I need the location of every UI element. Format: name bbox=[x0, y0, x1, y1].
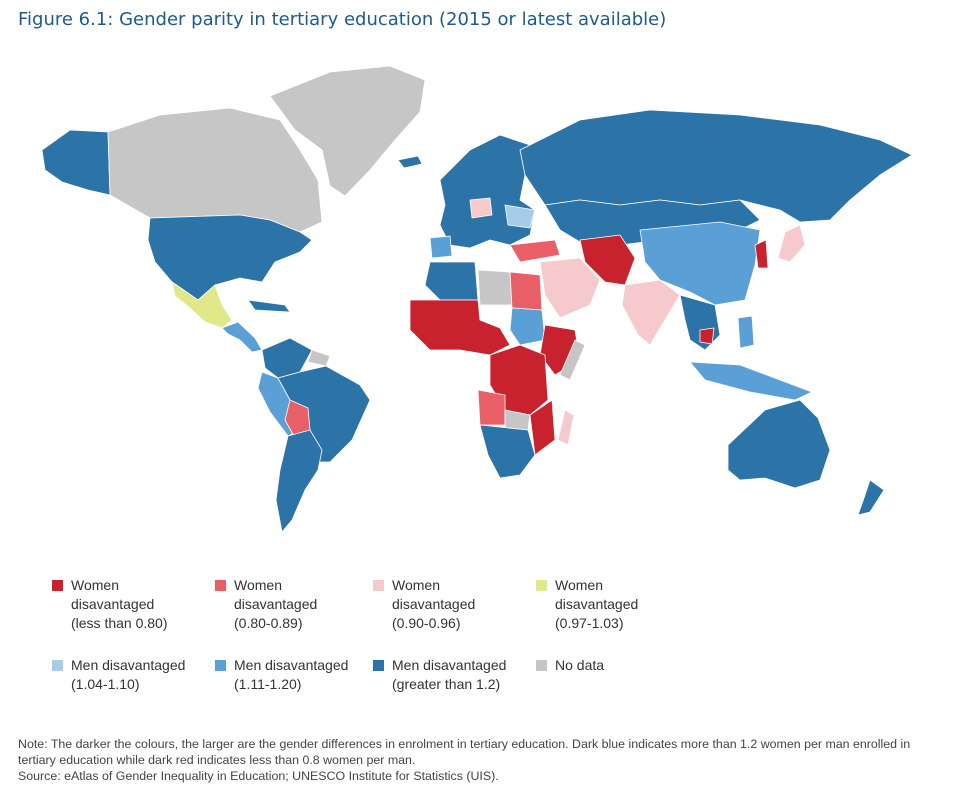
region-mozambique bbox=[529, 399, 556, 456]
legend-swatch bbox=[373, 660, 384, 671]
legend-label: Men disavantaged (1.11-1.20) bbox=[234, 657, 349, 692]
legend-item-women-lt-080: Women disavantaged (less than 0.80) bbox=[52, 576, 168, 633]
region-greenland bbox=[269, 65, 426, 197]
legend-item-women-097-103: Women disavantaged (0.97-1.03) bbox=[536, 576, 638, 633]
region-guianas bbox=[307, 349, 331, 367]
figure-title: Figure 6.1: Gender parity in tertiary ed… bbox=[18, 9, 667, 30]
legend-label: Women disavantaged (0.97-1.03) bbox=[555, 577, 639, 631]
region-alaska bbox=[41, 129, 111, 196]
legend-item-men-104-110: Men disavantaged (1.04-1.10) bbox=[52, 656, 185, 694]
region-philippines bbox=[737, 315, 755, 349]
region-europe-central bbox=[469, 197, 493, 219]
region-europe-east bbox=[504, 204, 536, 229]
legend-swatch bbox=[536, 580, 547, 591]
region-caribbean bbox=[247, 299, 291, 313]
legend-item-women-080-089: Women disavantaged (0.80-0.89) bbox=[215, 576, 317, 633]
region-iberia bbox=[429, 235, 453, 259]
note-text: Note: The darker the colours, the larger… bbox=[18, 737, 911, 767]
legend-swatch bbox=[52, 580, 63, 591]
region-egypt bbox=[509, 271, 543, 311]
region-china bbox=[639, 221, 761, 306]
region-maghreb bbox=[424, 261, 479, 301]
region-japan bbox=[777, 224, 806, 263]
region-somalia bbox=[559, 339, 586, 381]
legend-label: Women disavantaged (less than 0.80) bbox=[71, 577, 168, 631]
region-libya bbox=[477, 269, 513, 306]
region-indonesia bbox=[689, 361, 813, 401]
legend-label: Men disavantaged (1.04-1.10) bbox=[71, 657, 186, 692]
source-text: Source: eAtlas of Gender Inequality in E… bbox=[18, 769, 499, 783]
legend-label: Men disavantaged (greater than 1.2) bbox=[392, 657, 507, 692]
legend-label: Women disavantaged (0.80-0.89) bbox=[234, 577, 318, 631]
region-central-america bbox=[221, 321, 263, 353]
legend-swatch bbox=[536, 660, 547, 671]
region-mexico bbox=[171, 281, 233, 329]
region-canada bbox=[107, 107, 323, 233]
region-madagascar bbox=[557, 409, 575, 446]
legend-item-women-090-096: Women disavantaged (0.90-0.96) bbox=[373, 576, 475, 633]
region-cambodia bbox=[699, 327, 715, 345]
region-middle-east bbox=[539, 257, 601, 319]
region-sudan bbox=[509, 307, 546, 346]
region-australia bbox=[727, 399, 831, 489]
region-west-africa bbox=[409, 299, 511, 356]
legend-swatch bbox=[215, 580, 226, 591]
region-angola bbox=[477, 389, 506, 426]
region-southern-africa bbox=[479, 424, 536, 479]
legend-label: No data bbox=[555, 657, 605, 673]
region-india bbox=[621, 279, 681, 346]
legend-item-men-gt-12: Men disavantaged (greater than 1.2) bbox=[373, 656, 506, 694]
legend-swatch bbox=[215, 660, 226, 671]
region-korea bbox=[754, 239, 769, 269]
region-iceland bbox=[397, 155, 423, 169]
legend-label: Women disavantaged (0.90-0.96) bbox=[392, 577, 476, 631]
region-southern-cone bbox=[275, 429, 323, 533]
world-map bbox=[41, 65, 913, 533]
legend-swatch bbox=[52, 660, 63, 671]
region-turkey bbox=[509, 239, 561, 263]
legend-item-men-111-120: Men disavantaged (1.11-1.20) bbox=[215, 656, 348, 694]
legend-swatch bbox=[373, 580, 384, 591]
map-legend: Women disavantaged (less than 0.80) Wome… bbox=[0, 574, 953, 704]
figure-note: Note: The darker the colours, the larger… bbox=[18, 736, 933, 784]
region-new-zealand bbox=[857, 479, 885, 516]
legend-item-no-data: No data bbox=[536, 656, 604, 675]
region-usa bbox=[147, 214, 313, 301]
